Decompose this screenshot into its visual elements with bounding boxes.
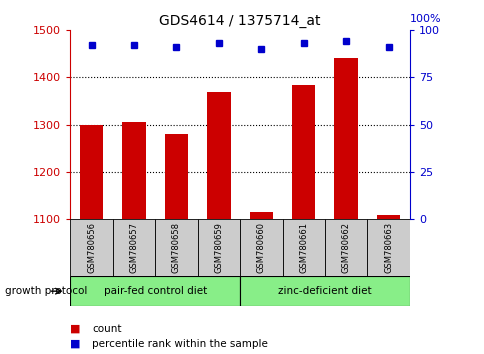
Text: GSM780663: GSM780663 xyxy=(383,222,393,273)
Text: GSM780657: GSM780657 xyxy=(129,222,138,273)
Bar xyxy=(249,212,272,219)
Text: GSM780660: GSM780660 xyxy=(256,222,265,273)
Bar xyxy=(366,219,409,276)
Text: percentile rank within the sample: percentile rank within the sample xyxy=(92,339,268,349)
Bar xyxy=(291,85,315,219)
Bar xyxy=(240,276,409,306)
Text: GSM780661: GSM780661 xyxy=(299,222,308,273)
Bar xyxy=(70,276,240,306)
Bar xyxy=(324,219,366,276)
Bar xyxy=(282,219,324,276)
Bar xyxy=(240,219,282,276)
Text: growth protocol: growth protocol xyxy=(5,286,87,296)
Text: GSM780659: GSM780659 xyxy=(214,222,223,273)
Text: zinc-deficient diet: zinc-deficient diet xyxy=(277,286,371,296)
Text: pair-fed control diet: pair-fed control diet xyxy=(104,286,206,296)
Bar xyxy=(155,219,197,276)
Bar xyxy=(207,92,230,219)
Text: GSM780656: GSM780656 xyxy=(87,222,96,273)
Bar xyxy=(376,215,399,219)
Text: 100%: 100% xyxy=(409,15,440,24)
Text: GSM780658: GSM780658 xyxy=(171,222,181,273)
Bar xyxy=(334,58,357,219)
Bar xyxy=(112,219,155,276)
Bar xyxy=(80,125,103,219)
Title: GDS4614 / 1375714_at: GDS4614 / 1375714_at xyxy=(159,14,320,28)
Bar xyxy=(70,219,112,276)
Bar xyxy=(197,219,240,276)
Text: GSM780662: GSM780662 xyxy=(341,222,350,273)
Text: ■: ■ xyxy=(70,324,81,333)
Text: count: count xyxy=(92,324,121,333)
Bar xyxy=(122,122,145,219)
Text: ■: ■ xyxy=(70,339,81,349)
Bar xyxy=(165,134,188,219)
